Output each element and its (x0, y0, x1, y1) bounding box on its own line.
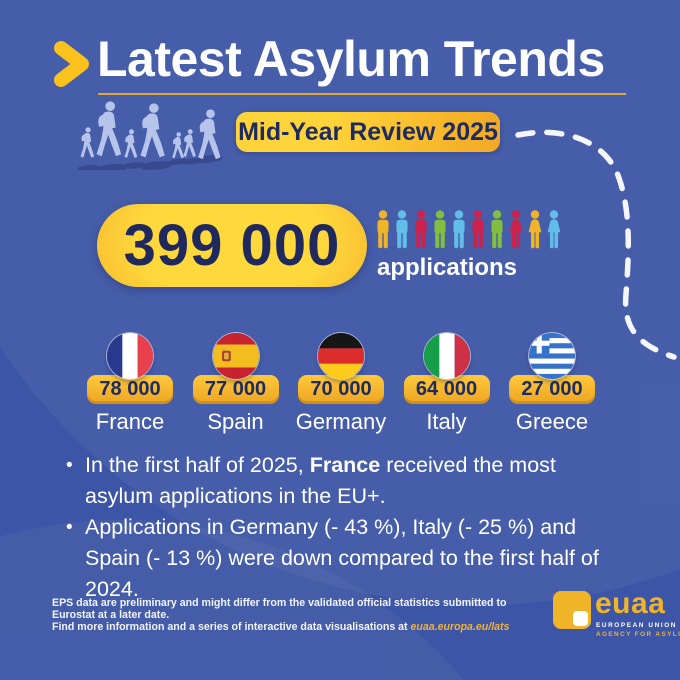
country-card-italy: 64 000 Italy (399, 333, 495, 435)
country-value-pill: 77 000 (192, 375, 279, 404)
person-man-icon (377, 210, 389, 249)
person-woman-icon (547, 210, 561, 249)
person-man-icon (453, 210, 465, 249)
euaa-tagline-line2: AGENCY FOR ASYLUM (596, 631, 680, 638)
country-name: Germany (295, 409, 387, 434)
country-name: Italy (426, 409, 467, 434)
more-info-note: Find more information and a series of in… (52, 621, 532, 633)
country-name: France (95, 409, 165, 434)
list-item: Applications in Germany (- 43 %), Italy … (66, 512, 626, 605)
euaa-logo: euaa EUROPEAN UNION AGENCY FOR ASYLUM (553, 587, 680, 639)
country-name: Greece (515, 409, 589, 434)
person-man-icon (491, 210, 503, 249)
country-card-germany: 70 000 Germany (293, 333, 389, 435)
person-man-icon (396, 210, 408, 249)
euaa-wordmark: euaa (595, 587, 666, 620)
person-man-icon (415, 210, 427, 249)
key-findings-list: In the first half of 2025, France receiv… (66, 450, 626, 605)
bullet-text: Applications in Germany (- 43 %), Italy … (85, 515, 599, 601)
euaa-tagline-line1: EUROPEAN UNION (596, 622, 677, 629)
countries-row: 78 000 France 77 000 Spain (82, 333, 600, 435)
more-info-text: Find more information and a series of in… (52, 621, 411, 633)
total-applications-pill: 399 000 (97, 204, 367, 287)
euaa-link[interactable]: euaa.europa.eu/lats (410, 621, 510, 633)
bullet-text: In the first half of 2025, (85, 453, 310, 477)
total-applications-label: applications (377, 254, 518, 281)
title-underline (98, 93, 626, 95)
bullet-text: received the most asylum applications in… (85, 453, 556, 508)
country-card-france: 78 000 France (82, 333, 178, 435)
migrants-silhouette-graphic (78, 101, 223, 170)
flag-germany-icon (318, 333, 364, 379)
person-woman-icon (509, 210, 523, 249)
country-value-pill: 70 000 (298, 375, 384, 404)
disclaimer-note: EPS data are preliminary and might diffe… (52, 597, 507, 621)
person-man-icon (434, 210, 446, 249)
flag-italy-icon (423, 333, 470, 379)
bullet-highlight: France (309, 453, 381, 477)
country-value-pill: 64 000 (403, 375, 490, 404)
person-woman-icon (528, 210, 542, 249)
country-card-greece: 27 000 Greece (504, 333, 600, 435)
page-title: Latest Asylum Trends (97, 31, 605, 87)
flag-france-icon (107, 333, 153, 379)
flag-greece-icon (529, 333, 575, 379)
chevron-arrow-icon (54, 41, 89, 87)
flag-spain-icon (212, 333, 259, 379)
euaa-logo-mark-icon (553, 591, 591, 629)
euaa-logo-notch (573, 611, 588, 626)
people-icons-row (374, 206, 563, 253)
list-item: In the first half of 2025, France receiv… (66, 450, 626, 512)
review-badge: Mid-Year Review 2025 (236, 112, 500, 152)
country-name: Spain (207, 409, 264, 434)
person-man-icon (472, 210, 484, 249)
country-card-spain: 77 000 Spain (188, 333, 284, 435)
country-value-pill: 27 000 (509, 375, 595, 404)
country-value-pill: 78 000 (87, 375, 173, 404)
